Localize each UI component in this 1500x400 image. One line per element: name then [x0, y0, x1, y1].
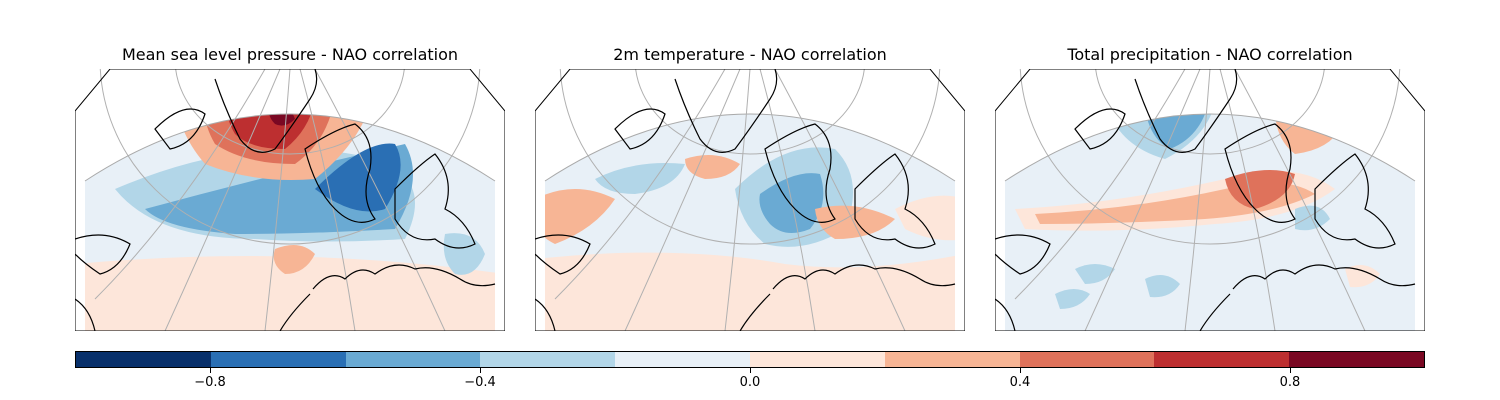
panel-title-mslp: Mean sea level pressure - NAO correlatio… — [121, 45, 459, 64]
colorbar-tick — [750, 368, 751, 373]
colorbar-tick — [210, 368, 211, 373]
colorbar-tick-label: 0.4 — [1009, 375, 1031, 390]
panel-title-precip: Total precipitation - NAO correlation — [1067, 45, 1353, 64]
panel-title-t2m: 2m temperature - NAO correlation — [613, 45, 887, 64]
colorbar-segment — [884, 352, 1020, 367]
colorbar-segment — [345, 352, 481, 367]
colorbar-tick — [1290, 368, 1291, 373]
colorbar-segment — [1019, 352, 1155, 367]
map-panel-precip — [995, 69, 1425, 331]
colorbar-segment — [749, 352, 885, 367]
colorbar — [75, 351, 1425, 368]
colorbar-tick — [480, 368, 481, 373]
colorbar-segment — [615, 352, 750, 367]
map-panel-mslp — [75, 69, 505, 331]
colorbar-segment — [76, 352, 211, 367]
colorbar-tick-label: 0.8 — [1279, 375, 1301, 390]
colorbar-tick-label: −0.4 — [464, 375, 496, 390]
map-panel-t2m — [535, 69, 965, 331]
colorbar-segment — [1154, 352, 1290, 367]
colorbar-segment — [210, 352, 346, 367]
colorbar-tick — [1020, 368, 1021, 373]
colorbar-segment — [480, 352, 616, 367]
colorbar-tick-label: −0.8 — [194, 375, 226, 390]
colorbar-tick-label: 0.0 — [739, 375, 761, 390]
colorbar-segment — [1289, 352, 1424, 367]
